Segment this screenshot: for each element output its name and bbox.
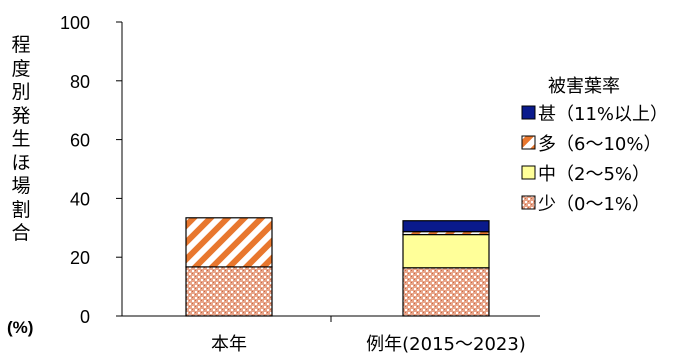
bar-segment (402, 220, 490, 233)
y-tick-label: 0 (80, 307, 90, 327)
legend-label: 中（2～5%） (538, 164, 650, 185)
bars: 本年 例年(2015～2023) (185, 217, 526, 355)
bar-segment (402, 267, 490, 317)
y-tick-label: 100 (60, 13, 90, 33)
x-tick-label: 本年 (211, 334, 247, 355)
legend-label: 甚（11%以上） (538, 104, 668, 125)
bar-stack (402, 220, 490, 317)
bar-segment (402, 233, 490, 269)
y-tick-label: 40 (70, 189, 90, 209)
y-tick-label: 60 (70, 131, 90, 151)
legend-swatch (521, 105, 536, 120)
axes: 0 20 40 60 80 100 (60, 13, 540, 327)
bar-stack (185, 217, 273, 317)
bar-segment (185, 217, 273, 268)
legend-swatch (521, 135, 536, 150)
y-tick-label: 20 (70, 248, 90, 268)
y-tick-label: 80 (70, 72, 90, 92)
legend-label: 少（0～1%） (538, 194, 650, 215)
y-axis-label: 程度別発生ほ場割合 (11, 34, 31, 244)
y-axis-unit: (%) (7, 318, 34, 337)
legend-swatch (521, 165, 536, 180)
x-tick-label: 例年(2015～2023) (366, 334, 526, 355)
legend-title: 被害葉率 (548, 76, 620, 97)
bar-segment (185, 266, 273, 317)
legend-label: 多（6～10%） (538, 134, 661, 155)
legend-swatch (521, 195, 536, 210)
